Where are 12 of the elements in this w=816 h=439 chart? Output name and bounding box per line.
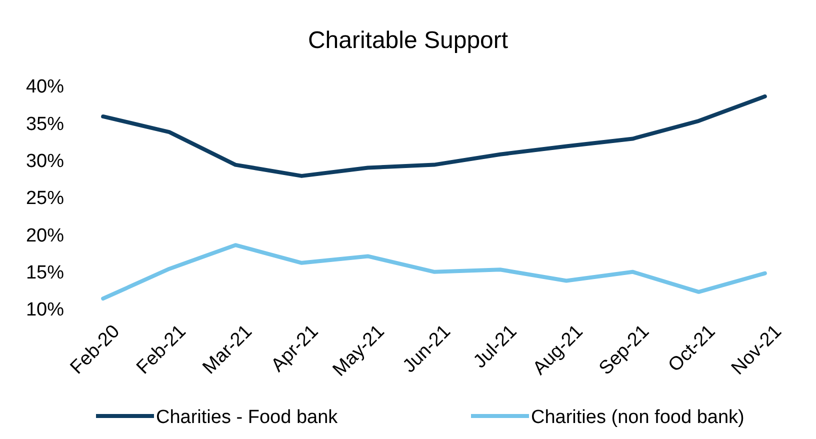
y-tick-label: 20% xyxy=(26,225,64,246)
line-series xyxy=(101,243,767,301)
chart-title: Charitable Support xyxy=(308,27,508,54)
y-tick-label: 35% xyxy=(26,114,64,135)
y-tick-label: 30% xyxy=(26,150,64,172)
y-tick-label: 15% xyxy=(26,262,64,284)
legend-label: Charities (non food bank) xyxy=(531,407,744,428)
y-tick-label: 40% xyxy=(26,76,64,98)
legend-label: Charities - Food bank xyxy=(156,407,338,428)
line-series xyxy=(101,94,767,178)
y-tick-label: 25% xyxy=(26,188,64,210)
y-tick-label: 10% xyxy=(26,300,64,321)
